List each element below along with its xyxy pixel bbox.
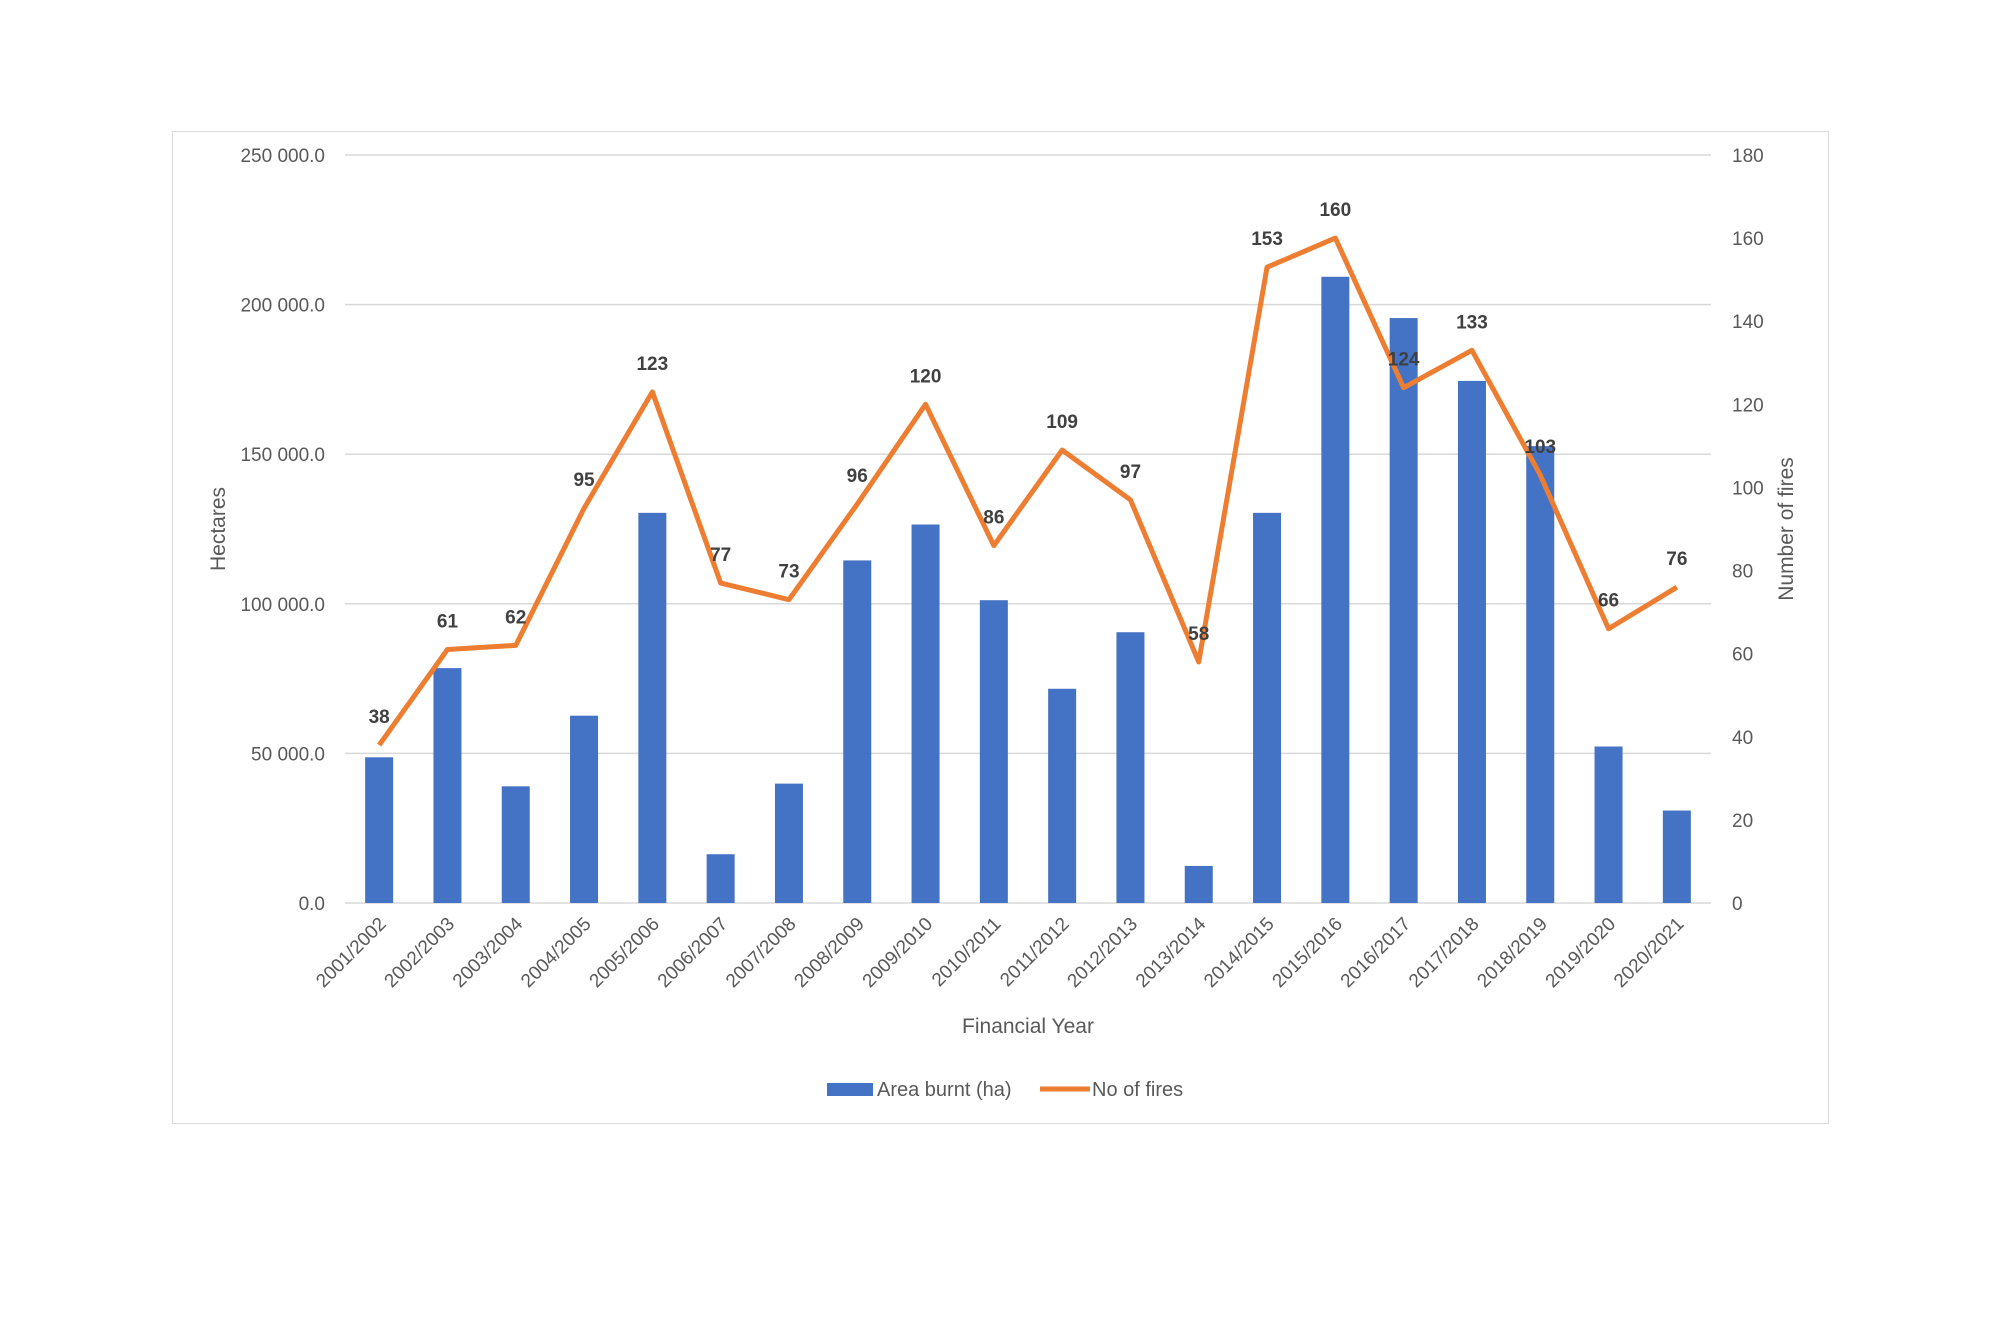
x-tick-label: 2018/2019	[1473, 914, 1551, 992]
y2-tick-label: 40	[1732, 728, 1753, 749]
data-label: 95	[573, 470, 595, 491]
x-axis-title: Financial Year	[962, 1015, 1094, 1038]
bar	[1389, 318, 1418, 904]
x-tick-label: 2002/2003	[381, 914, 459, 992]
data-label: 153	[1251, 229, 1283, 250]
data-label: 160	[1319, 200, 1351, 221]
bar	[1662, 810, 1691, 903]
bar	[1048, 688, 1077, 903]
x-tick-label: 2012/2013	[1064, 914, 1142, 992]
x-tick-label: 2005/2006	[586, 914, 664, 992]
data-label: 97	[1120, 462, 1141, 483]
x-tick-label: 2020/2021	[1610, 914, 1688, 992]
bar	[774, 783, 803, 903]
x-tick-label: 2007/2008	[722, 914, 800, 992]
data-label: 76	[1666, 549, 1687, 570]
x-tick-label: 2013/2014	[1132, 913, 1211, 992]
y2-tick-label: 60	[1732, 645, 1753, 666]
x-tick-label: 2009/2010	[859, 914, 937, 992]
data-label: 61	[437, 612, 459, 633]
bar	[501, 786, 530, 903]
bar	[979, 600, 1008, 903]
line-series	[377, 235, 1679, 747]
y2-tick-label: 100	[1732, 478, 1764, 499]
data-label: 38	[369, 707, 390, 728]
bar	[1253, 512, 1282, 903]
bar	[706, 854, 735, 903]
y2-tick-label: 140	[1732, 312, 1764, 333]
data-label: 73	[778, 562, 799, 583]
bar	[433, 668, 462, 903]
bar	[1594, 746, 1623, 903]
bar	[1184, 865, 1213, 903]
data-label: 133	[1456, 312, 1488, 333]
bar	[1116, 632, 1145, 903]
x-tick-label: 2017/2018	[1405, 914, 1483, 992]
legend-label: Area burnt (ha)	[877, 1079, 1012, 1101]
bar	[570, 715, 599, 903]
y-tick-label: 200 000.0	[240, 296, 325, 317]
data-label: 58	[1188, 624, 1209, 645]
y2-tick-label: 160	[1732, 229, 1764, 250]
y2-tick-label: 120	[1732, 395, 1764, 416]
bar	[1321, 276, 1350, 903]
y-tick-label: 250 000.0	[240, 146, 325, 167]
bar	[365, 757, 394, 903]
y2-tick-label: 0	[1732, 894, 1743, 915]
x-tick-label: 2001/2002	[312, 914, 390, 992]
data-label: 62	[505, 607, 526, 628]
x-tick-label: 2011/2012	[996, 914, 1073, 991]
y2-tick-label: 80	[1732, 562, 1753, 583]
bar	[843, 560, 872, 903]
y-tick-label: 100 000.0	[240, 595, 325, 616]
x-tick-label: 2003/2004	[449, 913, 528, 992]
y-tick-label: 50 000.0	[251, 744, 325, 765]
bar	[911, 524, 940, 903]
x-tick-label: 2006/2007	[654, 914, 732, 992]
x-tick-label: 2004/2005	[517, 914, 595, 992]
legend-label: No of fires	[1092, 1079, 1183, 1101]
bar	[638, 512, 667, 903]
data-label: 66	[1598, 591, 1619, 612]
data-label: 103	[1524, 437, 1556, 458]
y2-tick-label: 20	[1732, 811, 1753, 832]
x-tick-label: 2014/2015	[1200, 914, 1278, 992]
x-tick-label: 2019/2020	[1542, 914, 1620, 992]
data-label: 77	[710, 545, 731, 566]
x-tick-label: 2010/2011	[928, 914, 1005, 991]
y-tick-label: 0.0	[299, 894, 325, 915]
data-label: 123	[636, 354, 668, 375]
y-tick-label: 150 000.0	[240, 445, 325, 466]
data-label: 86	[983, 508, 1004, 529]
data-label: 124	[1388, 350, 1420, 371]
data-label: 120	[910, 366, 942, 387]
bar	[1526, 446, 1555, 903]
x-tick-label: 2015/2016	[1269, 914, 1347, 992]
data-label: 109	[1046, 412, 1078, 433]
data-label: 96	[847, 466, 868, 487]
x-tick-label: 2016/2017	[1337, 914, 1415, 992]
y2-tick-label: 180	[1732, 146, 1764, 167]
x-tick-label: 2008/2009	[790, 914, 868, 992]
bar	[1457, 380, 1486, 903]
chart-frame	[172, 131, 1829, 1124]
legend-swatch-bar	[827, 1083, 873, 1096]
y-axis-title: Hectares	[207, 487, 230, 571]
y2-axis-title: Number of fires	[1775, 457, 1798, 601]
